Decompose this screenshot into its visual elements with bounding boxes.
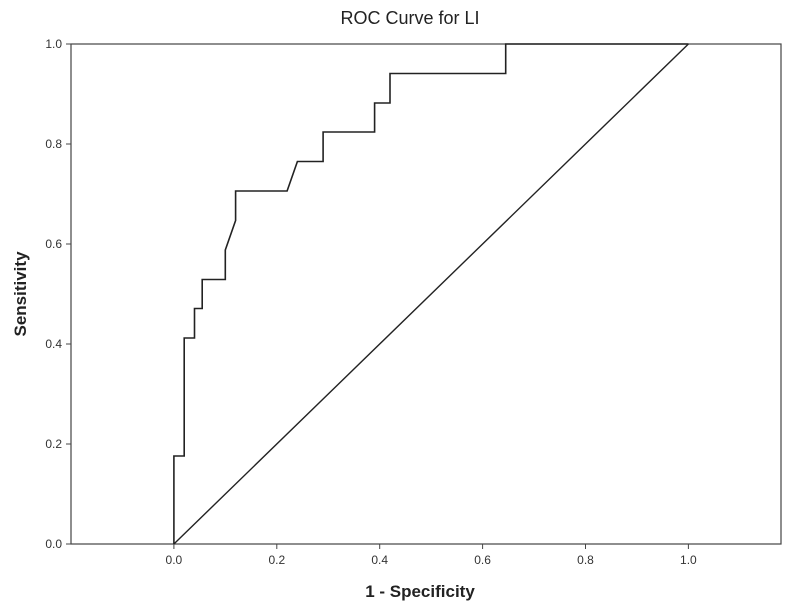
- x-tick-label: 0.6: [474, 553, 491, 567]
- x-tick-label: 0.2: [268, 553, 285, 567]
- x-tick-label: 0.0: [166, 553, 183, 567]
- y-tick-label: 1.0: [45, 37, 62, 51]
- y-tick-label: 0.6: [45, 237, 62, 251]
- y-tick-label: 0.8: [45, 137, 62, 151]
- x-tick-label: 0.8: [577, 553, 594, 567]
- y-tick-label: 0.2: [45, 437, 62, 451]
- roc-curve-line: [173, 43, 689, 544]
- x-tick-label: 0.4: [371, 553, 388, 567]
- x-tick-label: 1.0: [680, 553, 697, 567]
- chart-title: ROC Curve for LI: [340, 8, 479, 28]
- y-axis-label: Sensitivity: [11, 251, 30, 337]
- y-tick-label: 0.4: [45, 337, 62, 351]
- x-axis-label: 1 - Specificity: [365, 582, 475, 601]
- x-axis: 0.0 0.2 0.4 0.6 0.8 1.0: [166, 544, 697, 567]
- plot-area: [70, 43, 782, 545]
- y-tick-label: 0.0: [45, 537, 62, 551]
- y-axis: 0.0 0.2 0.4 0.6 0.8 1.0: [45, 37, 71, 551]
- reference-line: [173, 43, 689, 545]
